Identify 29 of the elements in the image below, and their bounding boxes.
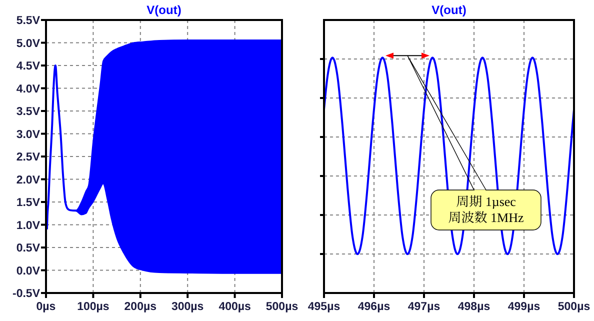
x-tick-label: 496µs	[358, 301, 390, 313]
x-tick-label: 400µs	[218, 301, 251, 313]
y-tick-label: 2.5V	[16, 152, 40, 164]
x-tick-label: 300µs	[171, 301, 204, 313]
y-tick-label: 3.5V	[16, 106, 40, 118]
y-tick-label: 5.5V	[16, 15, 40, 27]
x-tick-label: 498µs	[458, 301, 490, 313]
x-tick-label: 497µs	[408, 301, 440, 313]
x-tick-label: 200µs	[124, 301, 157, 313]
y-tick-label: 5.0V	[16, 38, 40, 50]
y-tick-label: 0.0V	[16, 265, 40, 278]
x-tick-label: 495µs	[308, 301, 340, 313]
annotation: 周期 1µsec	[456, 194, 516, 209]
y-tick-label: -0.5V	[12, 288, 40, 300]
x-tick-label: 499µs	[508, 301, 540, 313]
chart-title: V(out)	[432, 3, 466, 17]
y-tick-label: 1.0V	[16, 220, 40, 232]
y-tick-label: 3.0V	[16, 128, 40, 141]
x-tick-label: 100µs	[77, 301, 110, 313]
y-tick-label: 4.5V	[16, 60, 40, 72]
chart-title: V(out)	[146, 3, 182, 17]
y-tick-label: 4.0V	[16, 83, 40, 96]
annotation: 周波数 1MHz	[448, 210, 524, 225]
y-tick-label: 0.5V	[16, 242, 40, 254]
x-tick-label: 0µs	[36, 301, 56, 313]
y-tick-label: 1.5V	[16, 197, 40, 209]
x-tick-label: 500µs	[266, 301, 298, 313]
x-tick-label: 500µs	[558, 301, 590, 313]
y-tick-label: 2.0V	[16, 174, 40, 186]
